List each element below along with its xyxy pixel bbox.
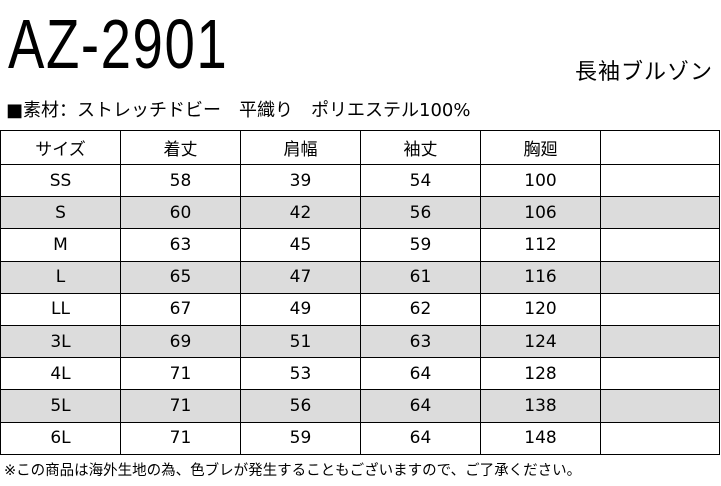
cell: 106	[480, 197, 600, 229]
cell	[600, 358, 720, 390]
cell: M	[0, 229, 120, 261]
cell	[600, 422, 720, 454]
cell: 124	[480, 326, 600, 358]
cell: 62	[360, 293, 480, 325]
cell: 60	[120, 197, 240, 229]
cell: LL	[0, 293, 120, 325]
cell: 3L	[0, 326, 120, 358]
cell: 47	[240, 261, 360, 293]
cell: 51	[240, 326, 360, 358]
cell	[600, 229, 720, 261]
data-row: M 63 45 59 112	[0, 229, 720, 262]
data-row: L 65 47 61 116	[0, 261, 720, 294]
material: ■素材：ストレッチドビー 平織り ポリエステル100%	[6, 100, 471, 121]
header-cell	[600, 131, 720, 164]
cell: S	[0, 197, 120, 229]
cell: 5L	[0, 390, 120, 422]
cell: 65	[120, 261, 240, 293]
cell: 100	[480, 165, 600, 197]
cell: 71	[120, 358, 240, 390]
data-row: 3L 69 51 63 124	[0, 326, 720, 359]
note: ※この商品は海外生地の為、色ブレが発生することもございますので、ご了承ください。	[4, 463, 582, 479]
cell: 53	[240, 358, 360, 390]
cell: 56	[240, 390, 360, 422]
data-row: 4L 71 53 64 128	[0, 358, 720, 391]
cell	[600, 261, 720, 293]
data-row: 5L 71 56 64 138	[0, 390, 720, 423]
product-code: AZ-2901	[8, 5, 229, 83]
cell: 64	[360, 422, 480, 454]
cell: 148	[480, 422, 600, 454]
cell: 59	[240, 422, 360, 454]
cell: SS	[0, 165, 120, 197]
cell: 59	[360, 229, 480, 261]
data-row: 6L 71 59 64 148	[0, 422, 720, 455]
cell: 4L	[0, 358, 120, 390]
cell: 116	[480, 261, 600, 293]
cell: 120	[480, 293, 600, 325]
cell: 49	[240, 293, 360, 325]
cell: 58	[120, 165, 240, 197]
cell: 45	[240, 229, 360, 261]
cell: 138	[480, 390, 600, 422]
cell: 63	[360, 326, 480, 358]
cell: 71	[120, 422, 240, 454]
cell	[600, 326, 720, 358]
cell: 71	[120, 390, 240, 422]
header-row: サイズ 着丈 肩幅 袖丈 胸廻	[0, 130, 720, 165]
header-cell: 袖丈	[360, 131, 480, 164]
cell	[600, 390, 720, 422]
data-row: LL 67 49 62 120	[0, 293, 720, 326]
cell: 6L	[0, 422, 120, 454]
data-row: S 60 42 56 106	[0, 197, 720, 230]
header-cell: サイズ	[0, 131, 120, 164]
header-cell: 胸廻	[480, 131, 600, 164]
cell: 69	[120, 326, 240, 358]
header-cell: 着丈	[120, 131, 240, 164]
cell: 112	[480, 229, 600, 261]
cell: 63	[120, 229, 240, 261]
cell: 128	[480, 358, 600, 390]
cell: 39	[240, 165, 360, 197]
cell	[600, 293, 720, 325]
cell: 56	[360, 197, 480, 229]
cell: 64	[360, 358, 480, 390]
cell: 67	[120, 293, 240, 325]
cell	[600, 197, 720, 229]
header-cell: 肩幅	[240, 131, 360, 164]
cell: 61	[360, 261, 480, 293]
product-name: 長袖ブルゾン	[574, 60, 713, 85]
cell: 42	[240, 197, 360, 229]
data-row: SS 58 39 54 100	[0, 165, 720, 198]
cell	[600, 165, 720, 197]
cell: L	[0, 261, 120, 293]
cell: 64	[360, 390, 480, 422]
cell: 54	[360, 165, 480, 197]
